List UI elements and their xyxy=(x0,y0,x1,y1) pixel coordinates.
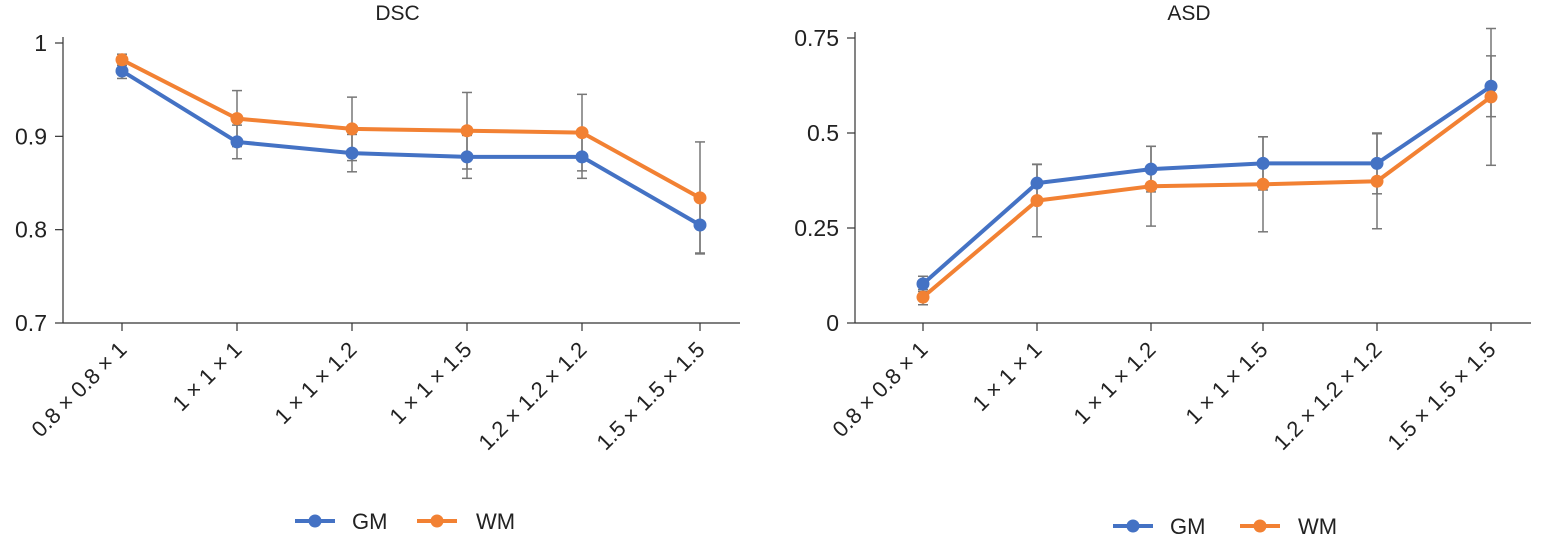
chart-asd-gm-point xyxy=(1144,162,1158,176)
chart-asd-x-tick-label: 1.2 × 1.2 × 1.2 xyxy=(1269,337,1387,455)
chart-dsc-y-tick-label: 1 xyxy=(34,30,47,56)
chart-dsc-x-tick-label: 0.8 × 0.8 × 1 xyxy=(26,337,131,442)
chart-asd-wm-point xyxy=(916,290,930,304)
chart-asd-panel: ASD 0 0.25 0.5 0.75 0.8 × 0.8 × 1 1 × 1 × 1 1 ×… xyxy=(794,2,1531,539)
chart-dsc-wm-point xyxy=(460,124,474,138)
chart-asd-x-tick-label: 1 × 1 × 1.5 xyxy=(1180,337,1272,429)
chart-asd-gm-point xyxy=(1370,156,1384,170)
chart-dsc-x-tick-label: 1.5 × 1.5 × 1.5 xyxy=(592,337,710,455)
chart-asd-y-tick-label: 0.75 xyxy=(794,25,839,51)
chart-dsc-gm-point xyxy=(230,135,244,149)
chart-dsc-y-tick-label: 0.9 xyxy=(15,123,47,149)
chart-dsc-title: DSC xyxy=(375,2,419,25)
chart-dsc-wm-point xyxy=(693,191,707,205)
chart-asd-gm-point xyxy=(1030,176,1044,190)
chart-asd-x-tick-label: 0.8 × 0.8 × 1 xyxy=(827,337,932,442)
chart-asd-legend-gm-marker xyxy=(1126,519,1140,533)
chart-asd-wm-point xyxy=(1144,179,1158,193)
chart-asd-gm-point xyxy=(1484,79,1498,93)
chart-dsc-gm-line xyxy=(120,69,702,227)
chart-asd-x-tick-label: 1 × 1 × 1 xyxy=(967,337,1046,416)
chart-asd-x-tick-label: 1.5 × 1.5 × 1.5 xyxy=(1383,337,1501,455)
chart-asd-legend-gm-label: GM xyxy=(1170,514,1205,536)
chart-asd-gm-point xyxy=(1256,156,1270,170)
chart-asd-legend-wm-label: WM xyxy=(1298,514,1337,536)
chart-dsc-wm-point xyxy=(230,112,244,126)
chart-dsc-legend-gm-marker xyxy=(308,514,322,528)
chart-dsc-y-tick-label: 0.8 xyxy=(15,217,47,243)
chart-asd-y-tick-label: 0.5 xyxy=(807,120,839,146)
chart-dsc-x-tick-label: 1 × 1 × 1 xyxy=(167,337,246,416)
chart-asd-wm-point xyxy=(1370,174,1384,188)
chart-dsc-gm-point xyxy=(575,150,589,164)
chart-dsc-legend-wm-label: WM xyxy=(476,509,515,534)
chart-asd-title: ASD xyxy=(1167,2,1210,25)
chart-dsc-gm-point xyxy=(460,150,474,164)
chart-dsc-x-tick-label: 1.2 × 1.2 × 1.2 xyxy=(474,337,592,455)
chart-asd-legend-wm-marker xyxy=(1253,519,1267,533)
chart-dsc-panel: DSC 0.7 0.8 0.9 1 0.8 × 0.8 × 1 1 × 1 × 1 1 × 1… xyxy=(15,2,740,534)
chart-dsc-gm-point xyxy=(115,64,129,78)
chart-dsc-gm-point xyxy=(693,218,707,232)
chart-asd-y-tick-label: 0.25 xyxy=(794,215,839,241)
chart-dsc-wm-point xyxy=(575,126,589,140)
chart-dsc-legend-gm-label: GM xyxy=(352,509,387,534)
chart-asd-wm-point xyxy=(1484,90,1498,104)
chart-asd-wm-line xyxy=(921,95,1493,299)
chart-dsc-wm-line xyxy=(121,58,701,200)
chart-asd-wm-point xyxy=(1030,194,1044,208)
chart-dsc-x-tick-label: 1 × 1 × 1.5 xyxy=(384,337,476,429)
chart-dsc-wm-point xyxy=(115,53,129,67)
chart-asd-y-tick-label: 0 xyxy=(826,310,839,336)
chart-dsc-legend-wm-marker xyxy=(430,514,444,528)
chart-asd-gm-point xyxy=(916,277,930,291)
chart-asd-wm-point xyxy=(1256,177,1270,191)
chart-asd-gm-line xyxy=(921,84,1493,286)
chart-dsc-y-tick-label: 0.7 xyxy=(15,310,47,336)
chart-dsc-wm-point xyxy=(345,122,359,136)
chart-asd-x-tick-label: 1 × 1 × 1.2 xyxy=(1068,337,1160,429)
chart-dsc-gm-point xyxy=(345,146,359,160)
chart-dsc-x-tick-label: 1 × 1 × 1.2 xyxy=(269,337,361,429)
